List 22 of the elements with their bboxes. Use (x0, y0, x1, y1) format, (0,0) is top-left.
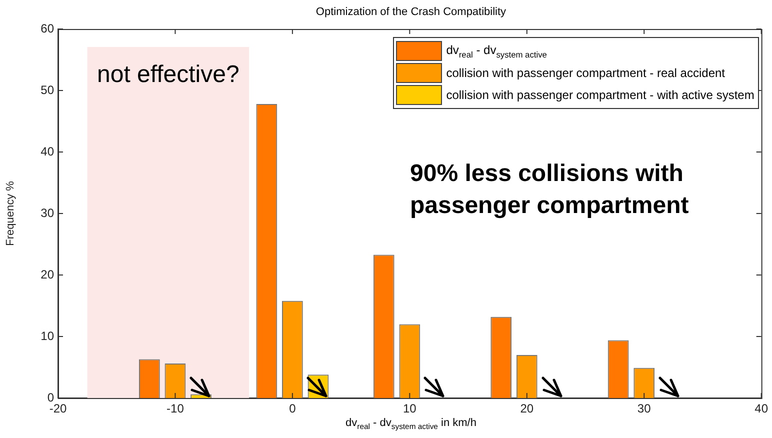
y-tick-label: 60 (40, 21, 54, 36)
annotation: 90% less collisions with passenger compartment (410, 159, 690, 221)
y-tick-label: 20 (40, 267, 54, 282)
x-tick-label: 10 (402, 402, 417, 416)
legend-label: dv$_{real}$ - dv$_{system active}$ (446, 42, 547, 60)
x-tick-label: -10 (166, 402, 184, 416)
chart-title: Optimization of the Crash Compatibility (314, 6, 508, 18)
x-tick-label: 0 (289, 402, 296, 416)
y-tick-label: 50 (40, 82, 54, 97)
x-tick-label: 30 (637, 402, 652, 416)
y-tick-label: 40 (40, 144, 54, 158)
x-tick-label: -20 (49, 402, 67, 416)
x-axis-title: dv$_{real}$ - dv$_{system active}$ in km/h (344, 417, 478, 432)
y-tick-label: 30 (40, 206, 54, 220)
x-tick-label: 20 (520, 402, 534, 416)
y-tick-label: 0 (47, 390, 54, 404)
y-tick-label: 10 (40, 328, 54, 343)
x-tick-label: 40 (754, 402, 768, 416)
legend-label: collision with passenger compartment - real accident (446, 66, 725, 80)
legend-label: collision with passenger compartment - with active system (446, 88, 754, 102)
y-axis-title: Frequency % (4, 180, 17, 246)
band-label: not effective? (96, 60, 240, 90)
